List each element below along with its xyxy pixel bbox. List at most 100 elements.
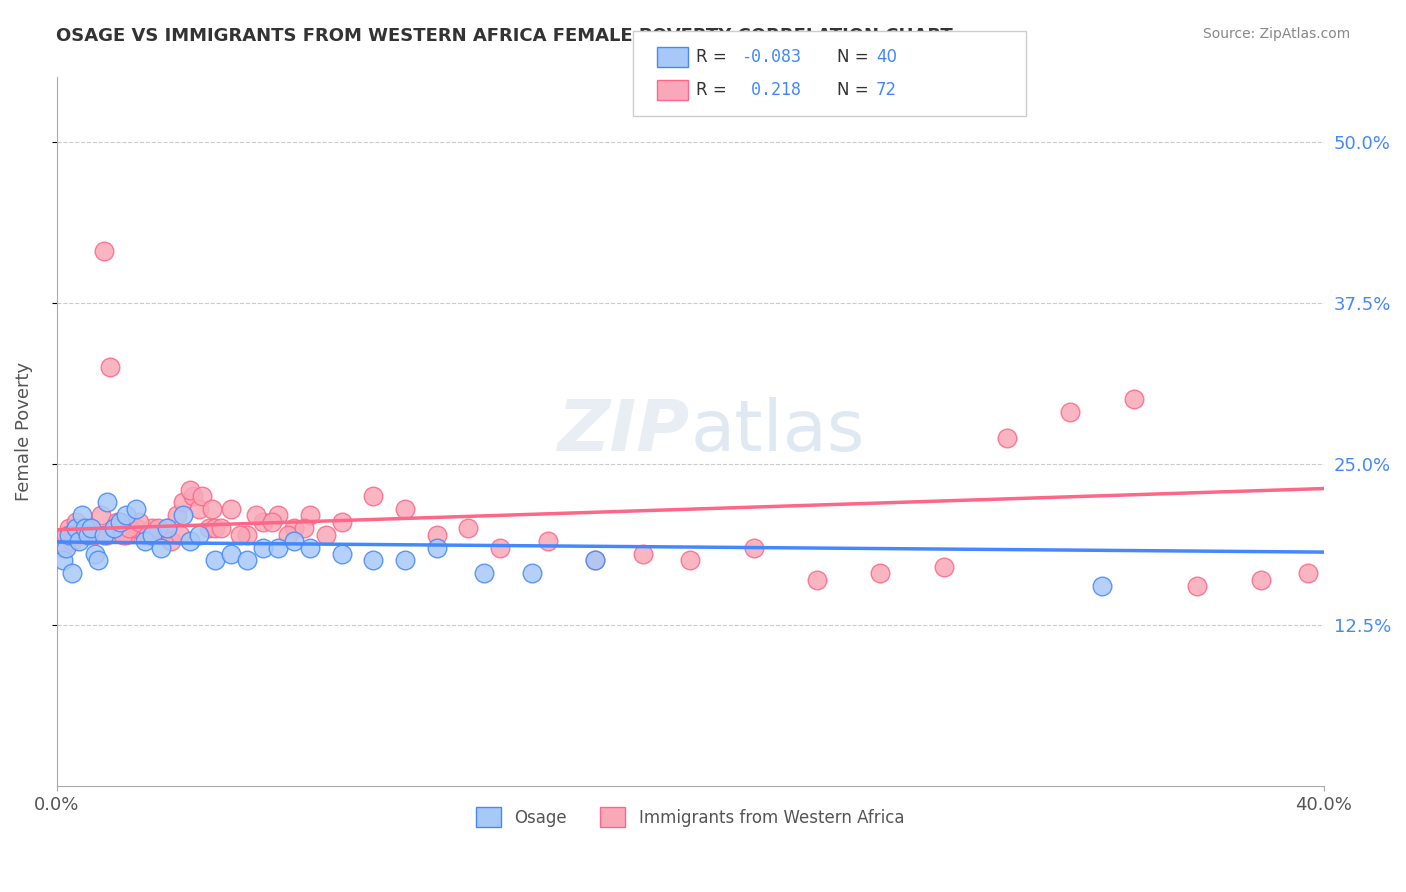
Point xyxy=(583,553,606,567)
Point xyxy=(742,541,765,555)
Point xyxy=(67,534,90,549)
Point xyxy=(62,534,84,549)
Point xyxy=(1185,579,1208,593)
Text: N =: N = xyxy=(837,48,868,66)
Point xyxy=(394,553,416,567)
Point xyxy=(219,502,242,516)
Point xyxy=(128,515,150,529)
Point xyxy=(172,495,194,509)
Point xyxy=(125,502,148,516)
Point xyxy=(679,553,702,567)
Point xyxy=(520,566,543,581)
Point xyxy=(103,521,125,535)
Point xyxy=(134,527,156,541)
Point xyxy=(52,541,75,555)
Point xyxy=(150,541,173,555)
Point xyxy=(179,534,201,549)
Point xyxy=(100,360,122,375)
Point xyxy=(141,521,163,535)
Point xyxy=(283,534,305,549)
Point xyxy=(197,521,219,535)
Text: R =: R = xyxy=(696,81,727,99)
Point xyxy=(93,527,115,541)
Point xyxy=(277,527,299,541)
Point xyxy=(219,547,242,561)
Point xyxy=(235,527,257,541)
Point xyxy=(96,527,118,541)
Point xyxy=(179,483,201,497)
Point xyxy=(65,515,87,529)
Point xyxy=(252,515,274,529)
Point xyxy=(292,521,315,535)
Point xyxy=(330,547,353,561)
Point xyxy=(995,431,1018,445)
Point xyxy=(315,527,337,541)
Text: N =: N = xyxy=(837,81,868,99)
Point xyxy=(75,521,97,535)
Point xyxy=(457,521,479,535)
Point xyxy=(93,244,115,259)
Point xyxy=(58,521,80,535)
Point xyxy=(108,515,131,529)
Point xyxy=(105,515,128,529)
Point xyxy=(583,553,606,567)
Point xyxy=(156,521,179,535)
Point xyxy=(191,489,214,503)
Point xyxy=(77,521,100,535)
Point xyxy=(55,541,77,555)
Point xyxy=(181,489,204,503)
Point xyxy=(806,573,828,587)
Point xyxy=(426,527,449,541)
Text: atlas: atlas xyxy=(690,397,865,467)
Point xyxy=(1059,405,1081,419)
Point xyxy=(235,553,257,567)
Point xyxy=(394,502,416,516)
Point xyxy=(260,515,283,529)
Point xyxy=(363,553,385,567)
Point xyxy=(363,489,385,503)
Point xyxy=(103,521,125,535)
Point xyxy=(125,521,148,535)
Point xyxy=(252,541,274,555)
Legend: Osage, Immigrants from Western Africa: Osage, Immigrants from Western Africa xyxy=(470,800,911,834)
Text: 0.218: 0.218 xyxy=(741,81,801,99)
Point xyxy=(209,521,232,535)
Text: Source: ZipAtlas.com: Source: ZipAtlas.com xyxy=(1202,27,1350,41)
Point xyxy=(70,508,93,523)
Point xyxy=(141,527,163,541)
Point xyxy=(58,527,80,541)
Point xyxy=(869,566,891,581)
Point xyxy=(283,521,305,535)
Point xyxy=(188,527,211,541)
Point xyxy=(62,566,84,581)
Point xyxy=(299,508,322,523)
Point xyxy=(67,527,90,541)
Point xyxy=(188,502,211,516)
Text: R =: R = xyxy=(696,48,727,66)
Point xyxy=(115,527,138,541)
Point xyxy=(159,534,181,549)
Point xyxy=(112,527,135,541)
Point xyxy=(489,541,512,555)
Text: -0.083: -0.083 xyxy=(741,48,801,66)
Point xyxy=(426,541,449,555)
Point xyxy=(267,541,290,555)
Y-axis label: Female Poverty: Female Poverty xyxy=(15,362,32,501)
Point xyxy=(138,527,160,541)
Point xyxy=(55,527,77,541)
Point xyxy=(1250,573,1272,587)
Text: 40: 40 xyxy=(876,48,897,66)
Point xyxy=(537,534,560,549)
Point xyxy=(146,521,169,535)
Text: 72: 72 xyxy=(876,81,897,99)
Point xyxy=(204,521,226,535)
Point xyxy=(1091,579,1114,593)
Point xyxy=(96,495,118,509)
Point xyxy=(87,553,110,567)
Point xyxy=(267,508,290,523)
Point xyxy=(1122,392,1144,407)
Point xyxy=(169,527,191,541)
Point xyxy=(77,527,100,541)
Point xyxy=(472,566,495,581)
Point xyxy=(65,521,87,535)
